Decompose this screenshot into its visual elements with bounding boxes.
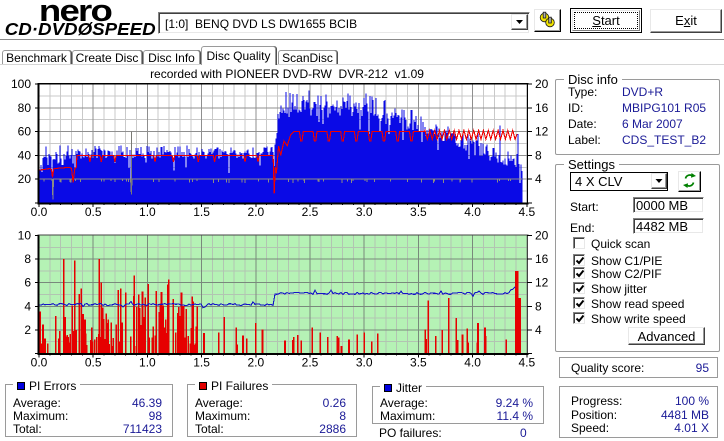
svg-text:6: 6 xyxy=(24,276,31,290)
svg-text:0.5: 0.5 xyxy=(85,356,102,370)
svg-text:1.5: 1.5 xyxy=(193,356,210,370)
svg-text:0.0: 0.0 xyxy=(31,205,48,219)
svg-text:16: 16 xyxy=(535,252,549,266)
svg-text:20: 20 xyxy=(18,172,32,186)
svg-text:4.0: 4.0 xyxy=(464,356,481,370)
svg-text:2.0: 2.0 xyxy=(247,205,264,219)
svg-text:3.0: 3.0 xyxy=(356,356,373,370)
svg-text:recorded with PIONEER DVD-RW: recorded with PIONEER DVD-RW DVR-212 v1.… xyxy=(150,67,424,81)
svg-text:40: 40 xyxy=(18,148,32,162)
svg-text:4.5: 4.5 xyxy=(518,205,535,219)
svg-text:10: 10 xyxy=(18,229,32,243)
svg-text:8: 8 xyxy=(24,252,31,266)
svg-text:2: 2 xyxy=(24,323,31,337)
svg-text:2.5: 2.5 xyxy=(302,205,319,219)
svg-text:1.5: 1.5 xyxy=(193,205,210,219)
svg-text:3.5: 3.5 xyxy=(410,205,427,219)
svg-text:60: 60 xyxy=(18,125,32,139)
svg-text:4: 4 xyxy=(24,299,31,313)
svg-text:2.5: 2.5 xyxy=(302,356,319,370)
svg-text:4.0: 4.0 xyxy=(464,205,481,219)
svg-text:80: 80 xyxy=(18,101,32,115)
svg-text:3.0: 3.0 xyxy=(356,205,373,219)
svg-text:3.5: 3.5 xyxy=(410,356,427,370)
svg-text:16: 16 xyxy=(535,101,549,115)
svg-text:4: 4 xyxy=(535,172,542,186)
svg-text:1.0: 1.0 xyxy=(139,205,156,219)
svg-text:20: 20 xyxy=(535,77,549,91)
svg-text:0.0: 0.0 xyxy=(31,356,48,370)
svg-text:20: 20 xyxy=(535,229,549,243)
svg-text:4.5: 4.5 xyxy=(518,356,535,370)
svg-text:12: 12 xyxy=(535,125,549,139)
svg-text:12: 12 xyxy=(535,276,549,290)
svg-text:1.0: 1.0 xyxy=(139,356,156,370)
svg-text:8: 8 xyxy=(535,148,542,162)
svg-text:2.0: 2.0 xyxy=(247,356,264,370)
svg-text:0.5: 0.5 xyxy=(85,205,102,219)
svg-text:100: 100 xyxy=(11,77,31,91)
svg-text:8: 8 xyxy=(535,299,542,313)
svg-text:4: 4 xyxy=(535,323,542,337)
